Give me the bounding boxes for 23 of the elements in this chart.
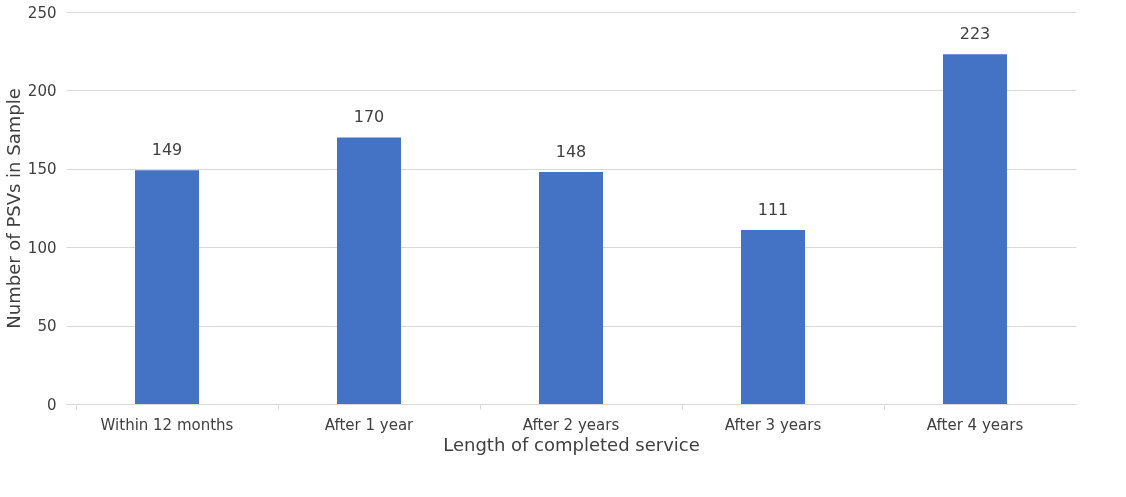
data-label: 148 [555,141,587,161]
y-axis-title: Number of PSVs in Sample [2,88,24,329]
x-tick-label: After 3 years [724,415,822,434]
data-label: 111 [757,199,789,219]
y-tick-label: 200 [27,81,57,100]
x-tick-label: After 4 years [926,415,1024,434]
bar [337,137,401,404]
y-tick-label: 50 [37,317,57,336]
x-axis-title: Length of completed service [443,433,700,455]
data-label: 223 [959,24,991,44]
y-tick-label: 0 [46,395,57,414]
y-tick-label: 250 [27,3,57,22]
bar [135,170,199,404]
x-tick-label: After 2 years [522,415,620,434]
data-label: 149 [151,140,183,160]
data-label: 170 [353,107,385,127]
y-tick-label: 150 [27,160,57,179]
x-tick-label: Within 12 months [100,415,234,434]
bar [539,171,603,404]
x-tick-label: After 1 year [324,415,415,434]
y-tick-label: 100 [27,238,57,257]
bar [741,229,805,404]
bar [943,54,1007,404]
